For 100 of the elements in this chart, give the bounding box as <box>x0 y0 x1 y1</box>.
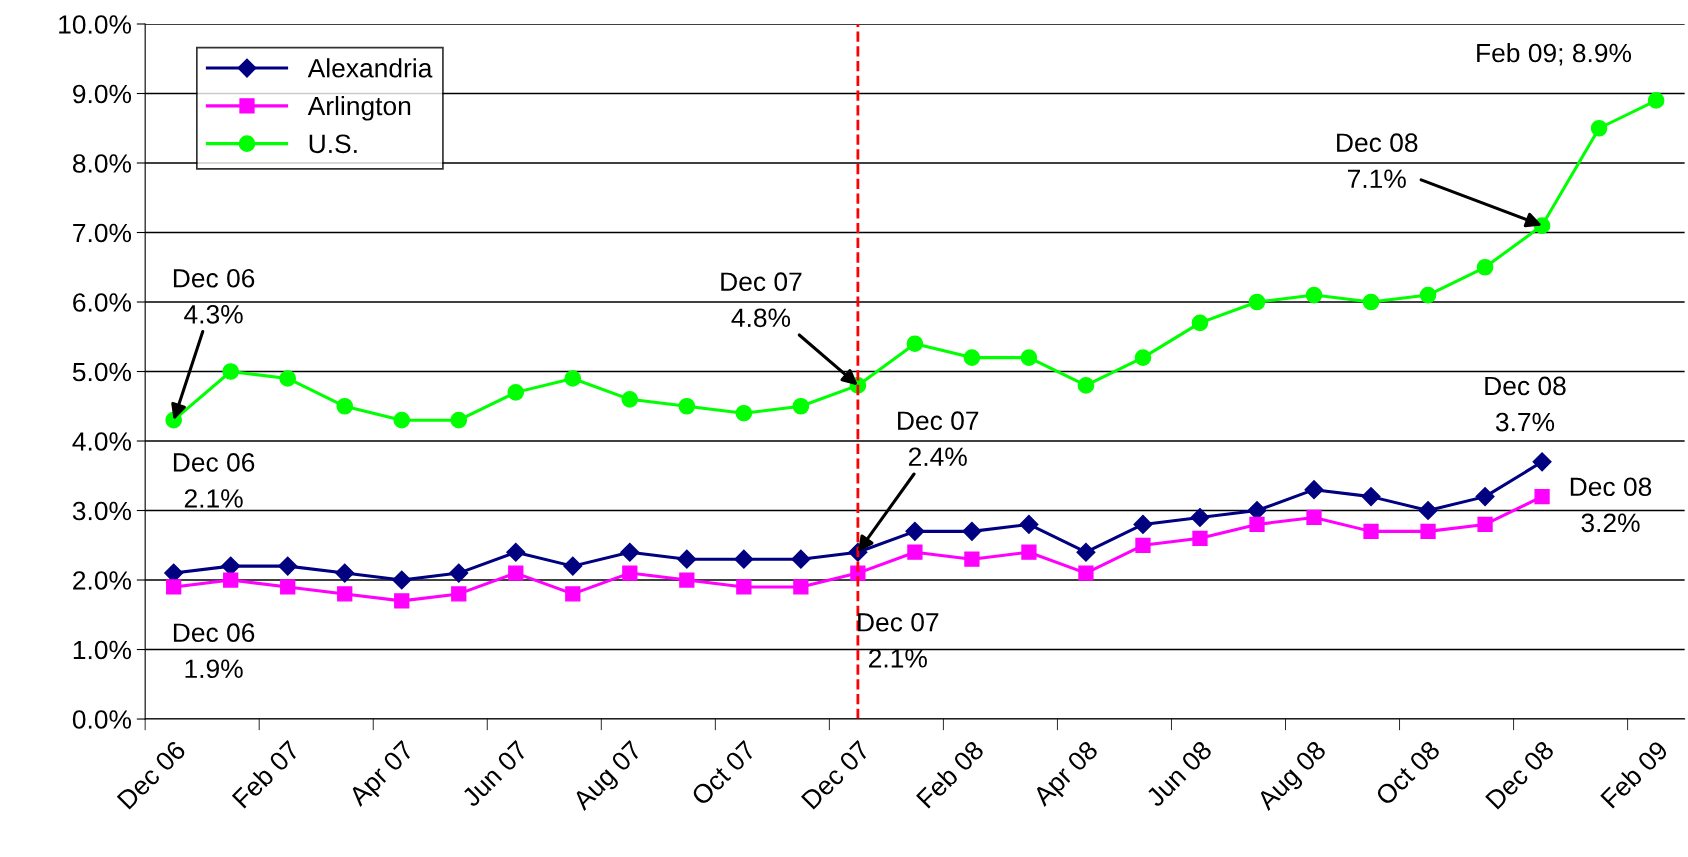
point <box>1019 514 1039 534</box>
point <box>907 544 923 560</box>
point <box>449 563 469 583</box>
y-tick-label: 7.0% <box>73 223 132 243</box>
annotation: Dec 06 2.1% <box>173 453 255 508</box>
point <box>1135 537 1151 553</box>
point <box>1304 480 1324 500</box>
point <box>1647 92 1665 109</box>
point <box>1077 377 1095 394</box>
y-tick-label: 1.0% <box>73 640 132 660</box>
x-tick-label: Feb 07 <box>231 739 301 809</box>
legend-label: Arlington <box>307 95 411 121</box>
point <box>1420 523 1436 540</box>
point <box>1476 258 1494 276</box>
point <box>1532 452 1552 472</box>
x-tick-label: Feb 09 <box>1599 739 1669 809</box>
point <box>337 586 353 602</box>
point <box>622 565 638 581</box>
y-tick-label: 10.0% <box>59 15 132 34</box>
x-tick-label: Jun 07 <box>460 739 529 808</box>
x-tick-label: Feb 08 <box>915 739 985 809</box>
point <box>223 572 239 588</box>
annotation: Dec 08 3.2% <box>1570 477 1652 533</box>
point <box>335 563 355 583</box>
point <box>1190 507 1210 527</box>
point <box>279 370 297 387</box>
point <box>1361 487 1381 507</box>
point <box>1477 516 1493 533</box>
point <box>1249 516 1265 533</box>
point <box>1419 286 1437 304</box>
y-tick-label: 8.0% <box>72 154 132 173</box>
point <box>450 411 468 429</box>
annotation: Dec 07 2.1% <box>858 612 939 668</box>
point <box>791 549 811 569</box>
annotation: Dec 06 1.9% <box>173 623 255 679</box>
point <box>1078 565 1094 581</box>
annotation: Feb 09; 8.9% <box>1477 42 1632 66</box>
point <box>507 384 525 401</box>
x-tick-label: Aug 08 <box>1255 739 1331 815</box>
point <box>1306 509 1322 526</box>
point <box>394 593 410 609</box>
point <box>451 586 467 602</box>
point <box>280 579 296 595</box>
x-tick-label: Jun 08 <box>1144 739 1213 808</box>
point <box>905 521 925 541</box>
point <box>1076 542 1096 562</box>
legend-label: U.S. <box>309 134 357 154</box>
point <box>736 579 752 595</box>
annotation: Dec 07 4.8% <box>721 272 802 328</box>
y-tick-label: 9.0% <box>73 84 132 104</box>
point <box>621 390 639 408</box>
point <box>1362 293 1380 311</box>
point <box>392 570 412 590</box>
point <box>222 363 240 380</box>
y-tick-label: 5.0% <box>72 362 132 382</box>
y-tick-label: 3.0% <box>72 501 132 521</box>
y-tick-label: 0.0% <box>72 710 132 729</box>
point <box>1191 314 1209 332</box>
point <box>1363 523 1379 540</box>
point <box>565 586 581 602</box>
y-tick-label: 6.0% <box>73 293 132 312</box>
x-tick-label: Apr 08 <box>1031 739 1103 811</box>
point <box>564 370 582 387</box>
x-tick-label: Dec 08 <box>1484 739 1555 810</box>
x-tick-label: Aug 07 <box>571 739 647 815</box>
point <box>278 556 298 576</box>
annotation: Dec 07 2.4% <box>898 411 979 467</box>
point <box>1534 488 1550 505</box>
point <box>1134 349 1152 366</box>
point <box>734 549 754 569</box>
point <box>1133 514 1153 534</box>
annotation: Dec 06 4.3% <box>173 268 255 324</box>
point <box>1020 349 1038 366</box>
point <box>1418 500 1438 521</box>
point <box>792 397 810 415</box>
point <box>563 556 583 576</box>
point <box>336 397 354 415</box>
point <box>793 579 809 595</box>
point <box>963 349 981 366</box>
legend-label: Alexandria <box>307 58 433 78</box>
point <box>508 565 524 581</box>
point <box>735 404 753 422</box>
point <box>677 549 697 569</box>
x-tick-label: Dec 06 <box>116 739 187 810</box>
point <box>678 397 696 415</box>
point <box>1192 530 1208 546</box>
annotation: Dec 08 7.1% <box>1337 133 1418 189</box>
x-tick-label: Dec 07 <box>800 739 871 810</box>
point <box>1248 293 1266 311</box>
y-tick-label: 4.0% <box>72 432 132 451</box>
point <box>506 542 526 562</box>
point <box>1590 119 1608 137</box>
x-tick-label: Apr 07 <box>347 739 419 811</box>
point <box>1305 286 1323 304</box>
point <box>620 542 640 562</box>
point <box>1475 487 1495 507</box>
annotation: Dec 08 3.7% <box>1485 376 1566 432</box>
point <box>393 411 411 429</box>
point <box>1021 544 1037 560</box>
point <box>964 551 980 567</box>
